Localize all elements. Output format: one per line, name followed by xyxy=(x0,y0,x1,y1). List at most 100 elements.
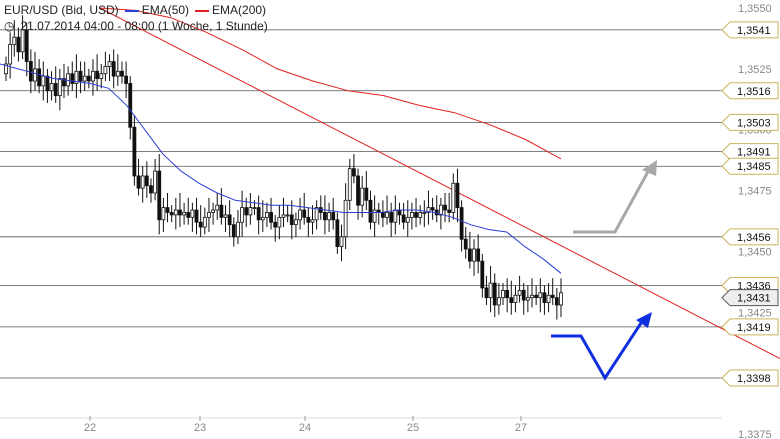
candle-body xyxy=(393,209,398,223)
candle-body xyxy=(78,70,83,82)
y-tick-label: 1,3525 xyxy=(738,64,772,76)
candle-body xyxy=(559,292,563,306)
symbol-label: EUR/USD (Bid, USD) xyxy=(4,3,119,17)
candle-body xyxy=(53,83,58,97)
candle-body xyxy=(182,212,186,216)
price-level-label: 1,3456 xyxy=(721,228,779,246)
candle-body xyxy=(124,75,129,84)
candle-body xyxy=(530,294,534,299)
candle-body xyxy=(455,182,460,209)
candle-body xyxy=(149,185,153,194)
candle-body xyxy=(37,68,42,87)
candle-body xyxy=(207,212,211,218)
candle-body xyxy=(538,292,543,299)
candle-body xyxy=(414,212,418,218)
candle-body xyxy=(41,75,46,87)
candle-body xyxy=(111,61,116,77)
candle-body xyxy=(8,44,13,65)
candle-body xyxy=(244,207,249,216)
candle-body xyxy=(459,207,464,240)
price-level-label-text: 1,3419 xyxy=(737,322,771,334)
price-level-label-box xyxy=(721,318,779,336)
clock-icon: ◷ xyxy=(4,19,15,33)
y-tick-label: 1,3425 xyxy=(738,307,772,319)
candle-body xyxy=(62,78,66,87)
candle-body xyxy=(480,260,485,289)
candle-body xyxy=(517,289,522,296)
candle-body xyxy=(91,70,95,82)
price-level-labels: 1,3541 1,3516 1,3503 1,3491 1,3485 1,3456 1,34… xyxy=(721,21,779,387)
candle-body xyxy=(298,209,302,221)
price-level-label-box xyxy=(721,21,779,39)
candle-body xyxy=(74,70,79,84)
x-tick-label: 22 xyxy=(84,422,96,434)
ema200-line xyxy=(99,7,562,160)
candle-body xyxy=(169,212,174,216)
candle-body xyxy=(550,294,555,299)
candle-body xyxy=(120,70,124,77)
price-level-label-text: 1,3456 xyxy=(737,232,771,244)
candle-body xyxy=(476,248,481,262)
candle-body xyxy=(356,175,360,206)
candle-body xyxy=(513,294,518,303)
candle-body xyxy=(157,170,162,221)
candle-body xyxy=(496,297,501,306)
candle-body xyxy=(368,199,373,223)
candle-body xyxy=(82,75,87,82)
price-level-label-text: 1,3516 xyxy=(737,86,771,98)
ema200-swatch xyxy=(195,9,210,12)
candle-body xyxy=(372,209,377,223)
scenario-arrows xyxy=(551,160,657,381)
candle-body xyxy=(467,248,472,262)
candle-body xyxy=(115,70,120,77)
candle-body xyxy=(501,289,505,299)
candle-body xyxy=(132,126,137,177)
current-price-label-box xyxy=(721,289,779,307)
candle-body xyxy=(447,209,452,213)
candle-body xyxy=(12,36,17,45)
candle-body xyxy=(381,212,385,218)
price-level-label: 1,3485 xyxy=(721,157,779,175)
candle-body xyxy=(16,36,21,53)
ema50-line xyxy=(0,63,562,274)
candle-body xyxy=(306,216,311,223)
price-level-label-box xyxy=(721,157,779,175)
ema50-swatch xyxy=(124,9,139,12)
candle-body xyxy=(165,207,170,213)
gray-arrow-head xyxy=(642,160,657,176)
candle-body xyxy=(45,75,50,92)
candle-body xyxy=(24,29,29,62)
candle-body xyxy=(335,219,340,247)
candle-body xyxy=(554,297,559,306)
candle-body xyxy=(281,214,286,218)
blue-scenario-arrow-path xyxy=(551,319,645,381)
period-label: 21.07.2014 04:00 - 08:00 (1 Woche, 1 Stu… xyxy=(20,19,268,33)
candle-body xyxy=(215,204,220,211)
price-level-label-text: 1,3398 xyxy=(737,373,771,385)
price-level-label: 1,3516 xyxy=(721,82,779,100)
candle-body xyxy=(472,248,476,262)
price-level-label: 1,3398 xyxy=(721,369,779,387)
y-tick-label: 1,3375 xyxy=(738,429,772,439)
candle-body xyxy=(405,216,410,223)
candle-body xyxy=(236,221,240,238)
candle-body xyxy=(409,212,414,218)
candle-body xyxy=(318,207,323,213)
candle-body xyxy=(219,204,224,218)
candle-body xyxy=(4,63,8,75)
candle-body xyxy=(488,282,493,299)
candle-body xyxy=(505,289,510,299)
candle-body xyxy=(107,61,112,67)
candle-body xyxy=(422,212,427,214)
period-row: ◷ 21.07.2014 04:00 - 08:00 (1 Woche, 1 S… xyxy=(4,18,268,34)
price-level-label-text: 1,3485 xyxy=(737,161,771,173)
candle-body xyxy=(339,236,344,247)
candle-body xyxy=(227,214,232,226)
candle-body xyxy=(438,204,443,216)
candle-body xyxy=(28,61,33,82)
candle-body xyxy=(95,70,100,79)
candle-body xyxy=(385,212,389,218)
candle-body xyxy=(202,216,207,228)
candle-body xyxy=(294,219,298,226)
